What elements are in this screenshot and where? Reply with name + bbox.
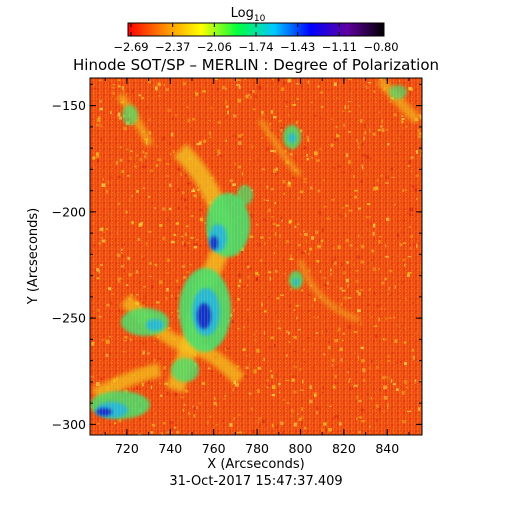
colorbar-tick-label: −1.43 — [280, 40, 315, 54]
x-tick-label: 800 — [289, 441, 313, 456]
x-tick-label: 740 — [158, 441, 182, 456]
colorbar-tick-label: −2.37 — [155, 40, 190, 54]
y-tick-label: −200 — [52, 204, 86, 219]
x-tick-label: 820 — [332, 441, 356, 456]
colorbar-tick-label: −0.80 — [363, 40, 398, 54]
y-tick-label: −150 — [52, 98, 86, 113]
x-tick-label: 780 — [245, 441, 269, 456]
colorbar-tick-label: −2.69 — [113, 40, 148, 54]
x-tick-label: 840 — [375, 441, 399, 456]
y-tick-label: −300 — [52, 417, 86, 432]
x-axis-ticks: 720 740 760 780 800 820 840 — [104, 78, 410, 456]
plot-title: Hinode SOT/SP – MERLIN : Degree of Polar… — [73, 56, 439, 74]
colorbar-tick-label: −1.11 — [322, 40, 357, 54]
colorbar-ticks: −2.69 −2.37 −2.06 −1.74 −1.43 −1.11 −0.80 — [113, 23, 399, 54]
y-axis-label: Y (Arcseconds) — [26, 208, 41, 305]
colorbar-tick-label: −1.74 — [238, 40, 273, 54]
x-axis-label: X (Arcseconds) — [207, 457, 304, 472]
colorbar-label: Log10 — [231, 6, 266, 24]
y-axis-ticks: −150 −200 −250 −300 — [52, 83, 422, 432]
x-tick-label: 720 — [115, 441, 139, 456]
x-tick-label: 760 — [202, 441, 226, 456]
colorbar-tick-label: −2.06 — [197, 40, 232, 54]
plot-frame — [89, 77, 423, 436]
y-tick-label: −250 — [52, 311, 86, 326]
polarization-map — [90, 78, 422, 435]
timestamp: 31-Oct-2017 15:47:37.409 — [169, 474, 342, 489]
